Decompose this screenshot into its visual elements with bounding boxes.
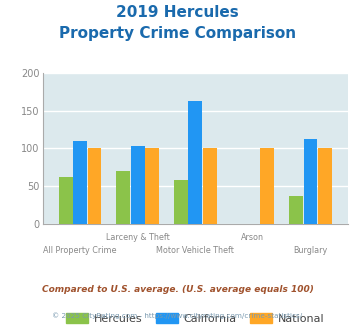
Bar (116, 171, 130, 224)
Bar (59, 177, 72, 224)
Text: 2019 Hercules: 2019 Hercules (116, 5, 239, 20)
Text: All Property Crime: All Property Crime (43, 246, 117, 255)
Bar (73, 141, 87, 224)
Bar (289, 196, 303, 224)
Bar (189, 101, 202, 224)
Bar (174, 181, 188, 224)
Bar (318, 148, 332, 224)
Text: Property Crime Comparison: Property Crime Comparison (59, 26, 296, 41)
Bar (304, 139, 317, 224)
Bar (88, 148, 102, 224)
Bar (131, 146, 144, 224)
Bar (203, 148, 217, 224)
Text: Larceny & Theft: Larceny & Theft (106, 233, 170, 242)
Text: © 2025 CityRating.com - https://www.cityrating.com/crime-statistics/: © 2025 CityRating.com - https://www.city… (53, 312, 302, 318)
Text: Motor Vehicle Theft: Motor Vehicle Theft (156, 246, 234, 255)
Bar (260, 148, 274, 224)
Text: Burglary: Burglary (293, 246, 328, 255)
Text: Compared to U.S. average. (U.S. average equals 100): Compared to U.S. average. (U.S. average … (42, 285, 313, 294)
Text: Arson: Arson (241, 233, 264, 242)
Bar (145, 148, 159, 224)
Legend: Hercules, California, National: Hercules, California, National (62, 309, 329, 329)
